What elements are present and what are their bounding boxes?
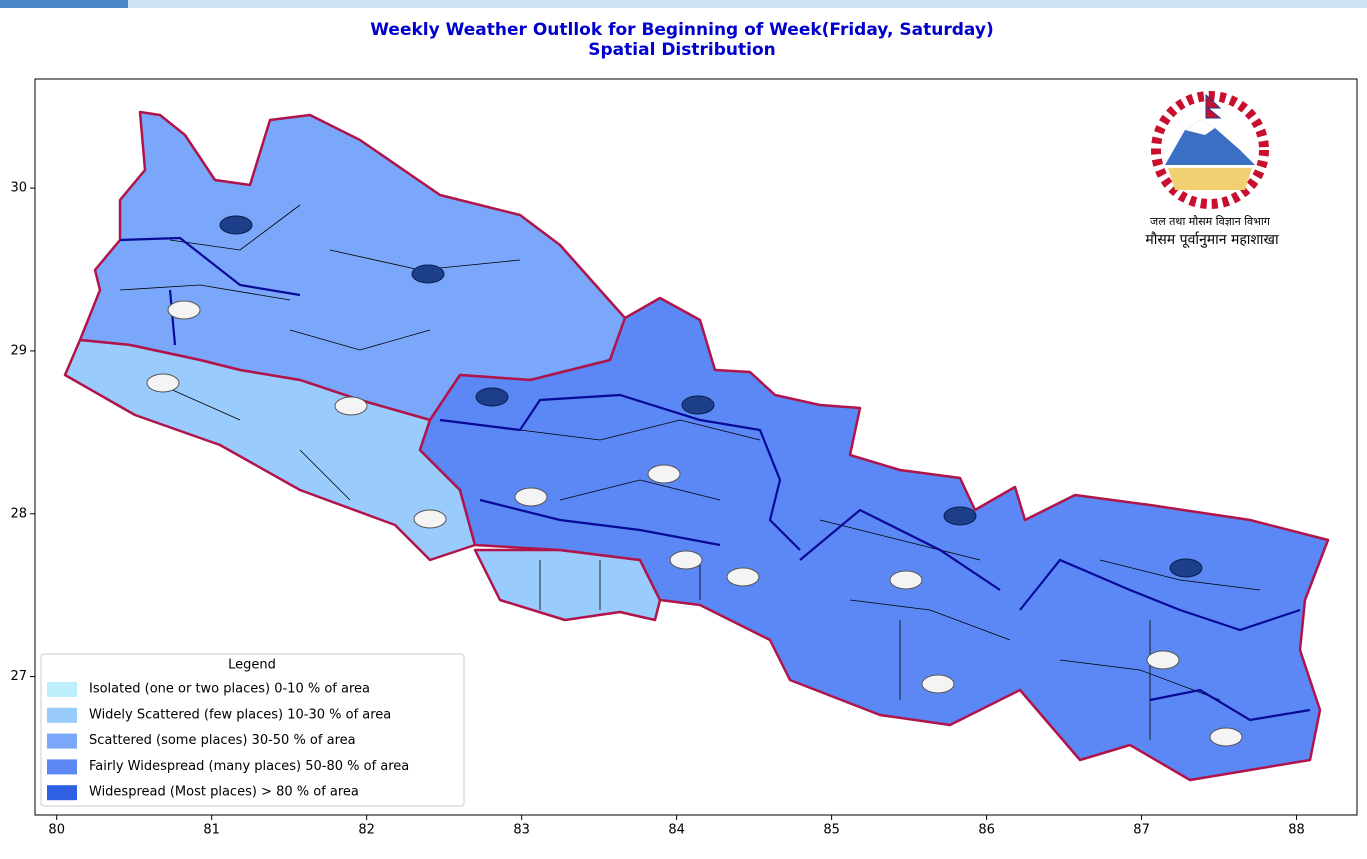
logo-wreath [1151,91,1269,209]
legend-swatch [47,759,77,775]
legend-label: Fairly Widespread (many places) 50-80 % … [89,759,409,774]
y-tick-label: 28 [10,506,27,521]
logo-text: मौसम पूर्वानुमान महाशाखा [1145,231,1279,248]
weather-icon [475,387,509,407]
x-tick-label: 86 [978,823,995,838]
logo: जल तथा मौसम विज्ञान विभाग मौसम पूर्वानुम… [1145,91,1279,248]
weather-icon [921,674,955,694]
weather-icon [1169,558,1203,578]
region-fairly-widespread [418,296,1330,782]
weather-icon [669,550,703,570]
x-tick-label: 81 [203,823,220,838]
top-strip [0,0,1367,8]
district-lines [119,204,1261,740]
x-tick-label: 82 [358,823,375,838]
weather-icon [146,373,180,393]
legend-swatch [47,682,77,697]
logo-snow [1185,120,1215,135]
weather-icon [889,570,923,590]
weather-icon [681,395,715,415]
top-strip-tab [0,0,128,8]
legend-label: Isolated (one or two places) 0-10 % of a… [89,682,370,697]
weather-icon [167,300,201,320]
legend-label: Widely Scattered (few places) 10-30 % of… [89,707,391,722]
weather-icon [411,264,445,284]
x-tick-label: 85 [823,823,840,838]
x-tick-label: 88 [1288,823,1305,838]
legend-box [40,653,465,807]
y-tick-label: 27 [10,669,27,684]
subtitle: Spatial Distribution [588,40,775,60]
province-lines [119,236,1311,722]
weather-icon [413,509,447,529]
legend-label: Widespread (Most places) > 80 % of area [89,785,359,800]
y-tick-label: 29 [10,343,27,358]
weather-icon [726,567,760,587]
x-tick-label: 87 [1133,823,1150,838]
legend-title: Legend [228,658,276,673]
logo-text: जल तथा मौसम विज्ञान विभाग [1150,215,1271,228]
logo-flag [1205,93,1222,119]
logo-base [1168,168,1252,190]
legend-swatch [47,707,77,723]
weather-icon [1146,650,1180,670]
legend-swatch [47,785,77,801]
x-tick-label: 80 [48,823,65,838]
weather-icon [334,396,368,416]
title: Weekly Weather Outllok for Beginning of … [370,20,993,40]
weather-icon [514,487,548,507]
legend-label: Scattered (some places) 30-50 % of area [89,733,356,748]
weather-icon [943,506,977,526]
legend: Legend Isolated (one or two places) 0-10… [40,653,465,807]
weather-icon [647,464,681,484]
weather-icon [1209,727,1243,747]
weather-icon [219,215,253,235]
x-tick-label: 84 [668,823,685,838]
x-tick-label: 83 [513,823,530,838]
weather-icons [146,215,1243,747]
legend-swatch [47,733,77,749]
y-tick-label: 30 [10,181,27,196]
logo-mountain [1165,120,1255,165]
map-regions [63,110,1330,782]
axes: 80 81 82 83 84 85 86 87 88 27 28 29 30 [10,181,1304,838]
